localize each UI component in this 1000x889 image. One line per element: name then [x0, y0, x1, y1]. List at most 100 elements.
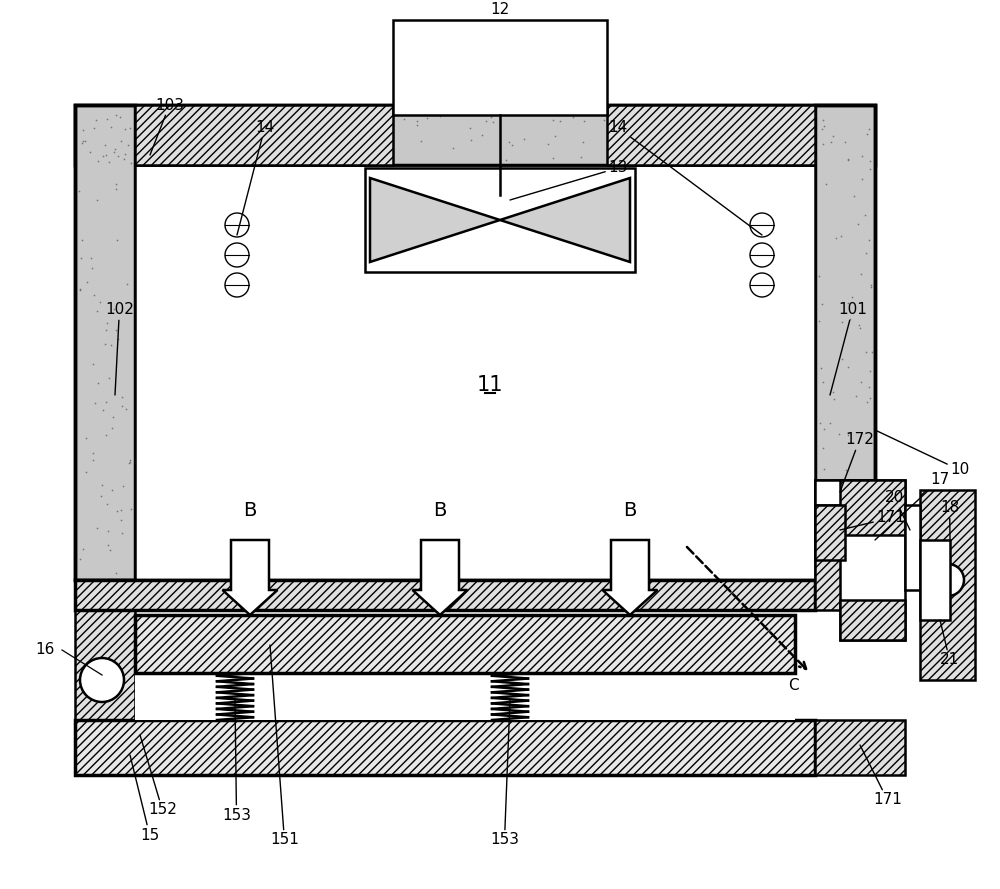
Point	[717, 106, 733, 120]
Bar	[135, 673, 795, 720]
Point	[858, 345, 874, 359]
Point	[90, 154, 106, 168]
Point	[445, 141, 461, 156]
Point	[162, 108, 178, 123]
Point	[841, 547, 857, 561]
Point	[275, 129, 291, 143]
Point	[157, 122, 173, 136]
Bar	[905, 505, 920, 590]
Point	[842, 312, 858, 326]
Point	[165, 136, 181, 150]
Point	[361, 114, 377, 128]
Point	[802, 148, 818, 163]
Point	[82, 145, 98, 159]
Point	[134, 103, 150, 117]
Point	[75, 542, 91, 557]
Point	[718, 116, 734, 130]
Point	[852, 321, 868, 335]
Point	[673, 132, 689, 147]
Point	[478, 114, 494, 128]
Circle shape	[750, 213, 774, 237]
Point	[854, 149, 870, 164]
Point	[181, 116, 197, 130]
Point	[483, 110, 499, 124]
Point	[105, 410, 121, 424]
Point	[360, 150, 376, 164]
Point	[596, 113, 612, 127]
Point	[859, 396, 875, 410]
Point	[317, 136, 333, 150]
Point	[94, 477, 110, 492]
Point	[851, 556, 867, 570]
Point	[762, 121, 778, 135]
Point	[113, 512, 129, 526]
Point	[309, 110, 325, 124]
Point	[160, 104, 176, 118]
Point	[809, 489, 825, 503]
Point	[840, 295, 856, 309]
Point	[733, 134, 749, 148]
Point	[711, 144, 727, 158]
Point	[636, 147, 652, 161]
Point	[268, 127, 284, 141]
Point	[120, 139, 136, 153]
Point	[861, 233, 877, 247]
Text: 101: 101	[830, 302, 867, 395]
Bar	[840, 480, 905, 535]
Point	[540, 137, 556, 151]
Point	[174, 114, 190, 128]
Point	[194, 119, 210, 133]
Point	[816, 507, 832, 521]
Point	[129, 140, 145, 155]
Point	[808, 152, 824, 166]
Point	[556, 104, 572, 118]
Point	[212, 113, 228, 127]
Point	[228, 143, 244, 157]
Point	[216, 117, 232, 132]
Point	[245, 125, 261, 140]
Point	[858, 246, 874, 260]
Point	[177, 105, 193, 119]
Point	[725, 127, 741, 141]
Point	[409, 118, 425, 132]
Point	[649, 149, 665, 164]
Point	[828, 540, 844, 554]
Point	[843, 486, 859, 501]
Point	[814, 501, 830, 515]
Point	[708, 143, 724, 157]
Point	[838, 512, 854, 526]
Point	[199, 139, 215, 153]
Point	[95, 403, 111, 417]
Point	[97, 138, 113, 152]
Point	[229, 154, 245, 168]
Point	[116, 152, 132, 166]
Point	[260, 101, 276, 116]
Point	[312, 116, 328, 131]
Point	[844, 290, 860, 304]
Point	[823, 135, 839, 149]
Point	[99, 316, 115, 330]
Point	[99, 112, 115, 126]
Point	[171, 117, 187, 132]
Point	[87, 396, 103, 410]
Point	[831, 428, 847, 442]
Point	[711, 153, 727, 167]
Point	[287, 143, 303, 157]
Point	[89, 304, 105, 318]
Point	[108, 182, 124, 196]
Point	[98, 324, 114, 338]
Text: 153: 153	[222, 700, 251, 822]
Point	[613, 118, 629, 132]
Point	[413, 134, 429, 148]
Point	[850, 217, 866, 231]
Point	[844, 518, 860, 533]
Point	[79, 276, 95, 290]
Point	[162, 137, 178, 151]
Bar	[840, 480, 905, 640]
Point	[75, 134, 91, 148]
Point	[106, 145, 122, 159]
Point	[226, 137, 242, 151]
Point	[74, 135, 90, 149]
Point	[108, 565, 124, 580]
Point	[650, 106, 666, 120]
